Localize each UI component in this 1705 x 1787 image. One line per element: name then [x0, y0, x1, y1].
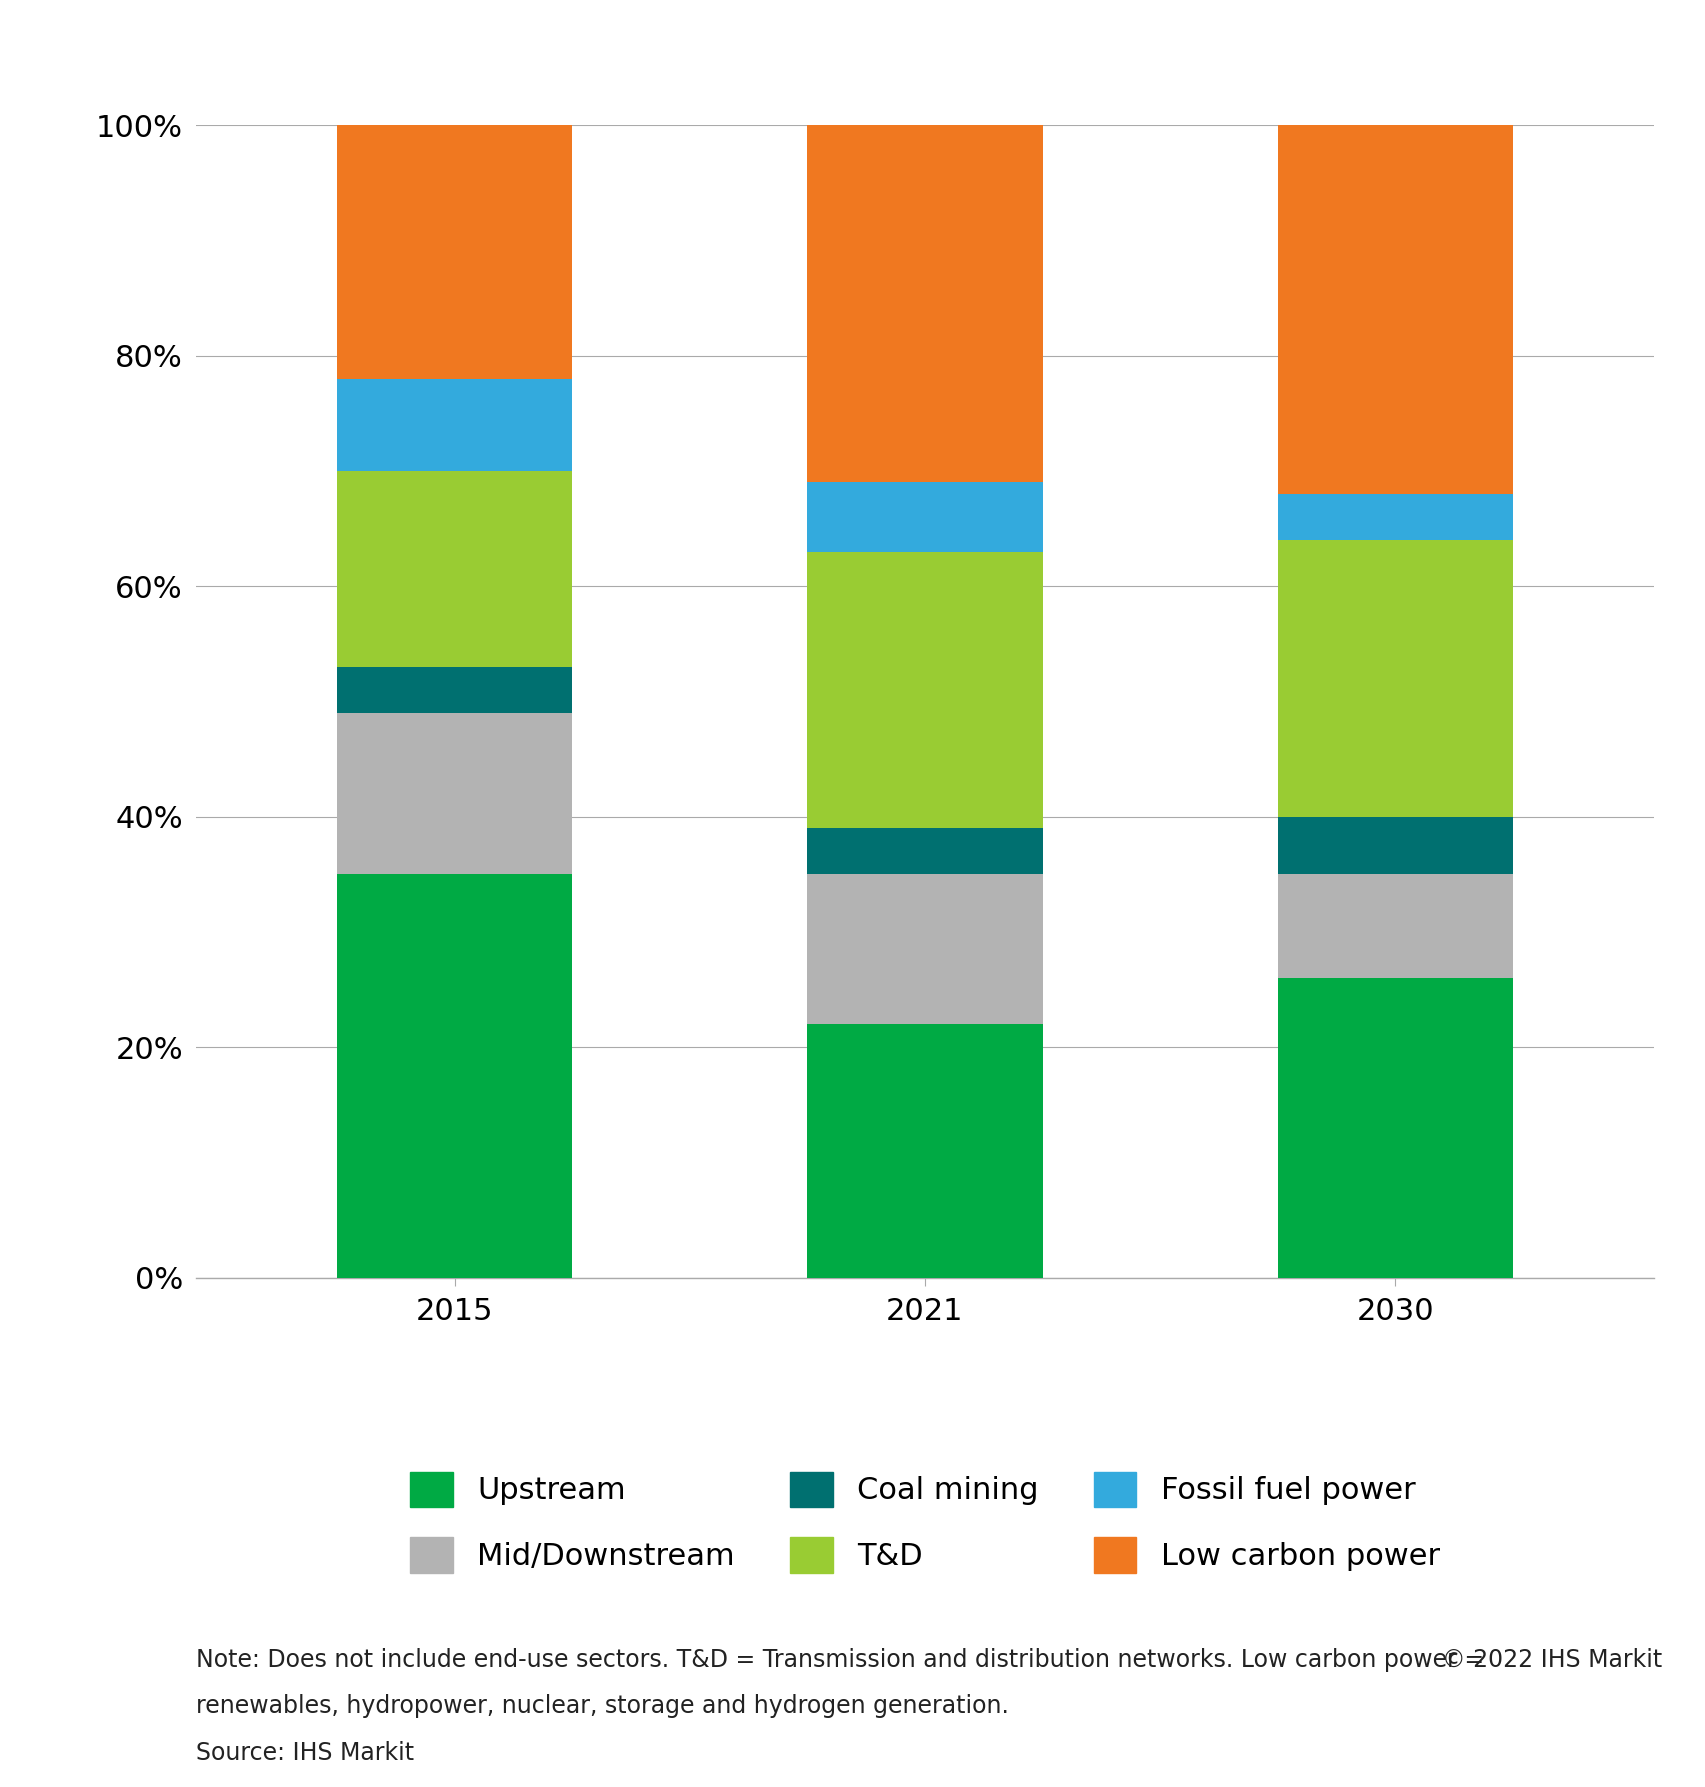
Bar	[338, 125, 573, 379]
Bar	[338, 667, 573, 713]
Bar	[808, 874, 1042, 1024]
Bar	[1277, 493, 1512, 540]
Text: Note: Does not include end-use sectors. T&D = Transmission and distribution netw: Note: Does not include end-use sectors. …	[196, 1648, 1483, 1671]
Bar	[338, 470, 573, 667]
Bar	[808, 482, 1042, 552]
Bar	[1277, 874, 1512, 977]
Bar	[808, 1024, 1042, 1278]
Legend: Upstream, Mid/Downstream, Coal mining, T&D, Fossil fuel power, Low carbon power: Upstream, Mid/Downstream, Coal mining, T…	[409, 1472, 1441, 1573]
Bar	[1277, 125, 1512, 493]
Bar	[808, 125, 1042, 482]
Bar	[338, 874, 573, 1278]
Bar	[1277, 540, 1512, 817]
Text: © 2022 IHS Markit: © 2022 IHS Markit	[1442, 1648, 1662, 1671]
Bar	[1277, 817, 1512, 874]
Text: renewables, hydropower, nuclear, storage and hydrogen generation.: renewables, hydropower, nuclear, storage…	[196, 1694, 1009, 1717]
Text: Source: IHS Markit: Source: IHS Markit	[196, 1741, 414, 1764]
Bar	[808, 552, 1042, 827]
Text: Energy sector capex by segment: Energy sector capex by segment	[38, 32, 958, 79]
Bar	[808, 827, 1042, 874]
Bar	[338, 379, 573, 470]
Bar	[1277, 977, 1512, 1278]
Bar	[338, 713, 573, 874]
